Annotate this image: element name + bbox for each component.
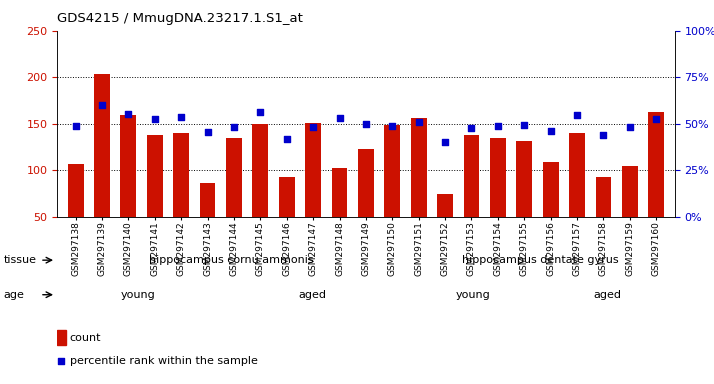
Bar: [463, 135, 479, 217]
Bar: [279, 177, 295, 217]
Point: [176, 114, 187, 121]
Text: hippocampus dentate gyrus: hippocampus dentate gyrus: [462, 255, 619, 265]
Bar: [516, 141, 532, 217]
Point: [413, 119, 424, 125]
Point: [439, 139, 451, 145]
Text: count: count: [70, 333, 101, 343]
Point: [466, 124, 477, 131]
Text: tissue: tissue: [4, 255, 36, 265]
Point: [202, 129, 213, 135]
Bar: [121, 114, 136, 217]
Bar: [57, 330, 66, 345]
Text: young: young: [456, 290, 491, 300]
Bar: [569, 133, 585, 217]
Bar: [358, 149, 374, 217]
Bar: [200, 184, 216, 217]
Text: GDS4215 / MmugDNA.23217.1.S1_at: GDS4215 / MmugDNA.23217.1.S1_at: [57, 12, 303, 25]
Point: [70, 122, 81, 129]
Bar: [174, 133, 189, 217]
Text: aged: aged: [298, 290, 326, 300]
Bar: [94, 74, 110, 217]
Point: [624, 124, 635, 130]
Point: [571, 111, 583, 118]
Point: [255, 109, 266, 115]
Bar: [648, 112, 664, 217]
Point: [56, 358, 67, 364]
Bar: [595, 177, 611, 217]
Text: young: young: [120, 290, 155, 300]
Text: aged: aged: [593, 290, 622, 300]
Point: [228, 124, 240, 130]
Bar: [253, 124, 268, 217]
Point: [281, 136, 293, 142]
Point: [96, 102, 108, 108]
Bar: [305, 123, 321, 217]
Bar: [226, 138, 242, 217]
Text: age: age: [4, 290, 24, 300]
Bar: [68, 164, 84, 217]
Bar: [622, 166, 638, 217]
Point: [598, 132, 609, 138]
Point: [650, 116, 662, 122]
Point: [492, 122, 503, 129]
Bar: [411, 118, 427, 217]
Bar: [331, 167, 348, 217]
Bar: [437, 194, 453, 217]
Point: [308, 124, 319, 130]
Bar: [490, 138, 506, 217]
Point: [123, 111, 134, 117]
Point: [360, 121, 371, 127]
Bar: [384, 125, 401, 217]
Point: [518, 122, 530, 128]
Bar: [147, 135, 163, 217]
Text: hippocampus cornu ammonis: hippocampus cornu ammonis: [149, 255, 314, 265]
Text: percentile rank within the sample: percentile rank within the sample: [70, 356, 258, 366]
Point: [545, 128, 556, 134]
Bar: [543, 162, 558, 217]
Point: [149, 116, 161, 122]
Point: [334, 115, 346, 121]
Point: [386, 122, 398, 129]
